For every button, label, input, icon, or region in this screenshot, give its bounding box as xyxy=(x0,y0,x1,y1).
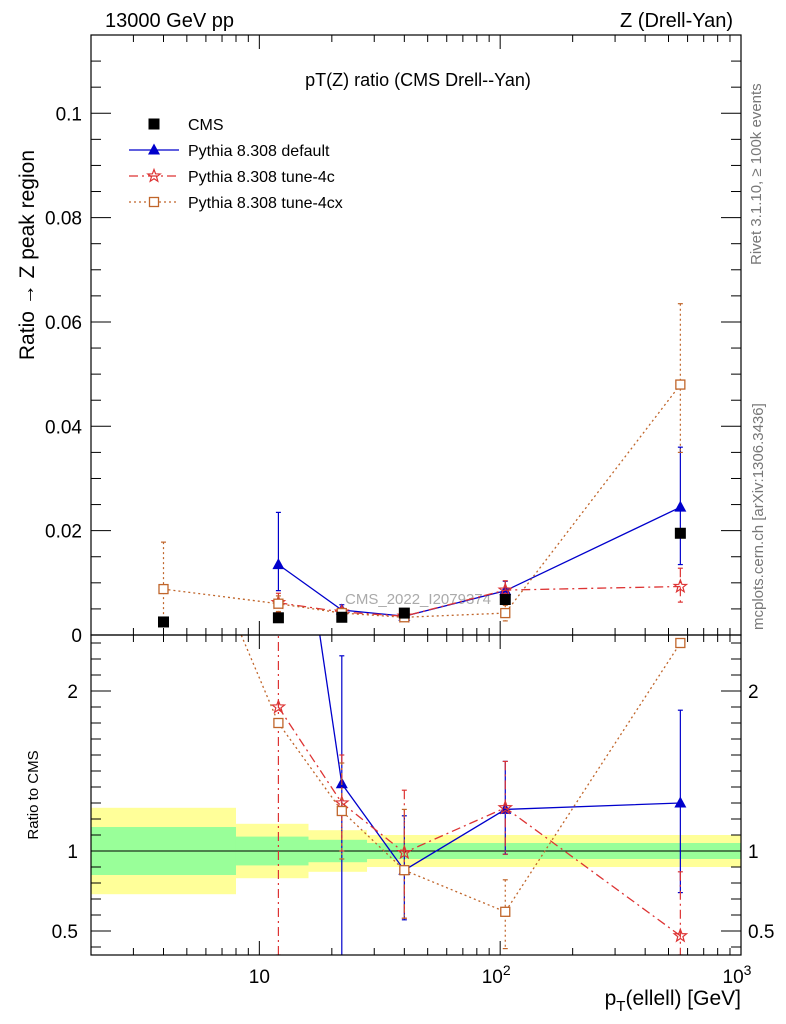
ratio-y-tick-label: 2 xyxy=(67,682,78,703)
ratio-y-tick-label-right: 1 xyxy=(748,842,759,863)
legend-item: CMS xyxy=(148,117,224,134)
series-line xyxy=(240,635,681,913)
ratio-y-tick-label-right: 0.5 xyxy=(748,922,774,943)
series-line xyxy=(163,384,681,618)
series-line xyxy=(278,585,681,617)
x-label-rest: (ellell) [GeV] xyxy=(625,987,741,1010)
data-point xyxy=(500,906,511,917)
main-y-tick-label: 0.1 xyxy=(56,104,82,125)
main-series xyxy=(157,303,689,628)
legend-label: CMS xyxy=(188,117,224,134)
header-right: Z (Drell-Yan) xyxy=(620,10,733,32)
data-point xyxy=(273,717,284,729)
data-point xyxy=(674,500,687,512)
series-ratio-pythia-8-308-default xyxy=(272,349,687,955)
data-point xyxy=(157,616,169,628)
title-main: pT(Z) ratio (CMS Drell--Yan) xyxy=(305,70,531,90)
main-y-tick-label: 0 xyxy=(71,626,82,647)
legend-label: Pythia 8.308 tune-4c xyxy=(188,169,335,186)
data-point xyxy=(674,796,687,808)
data-point xyxy=(672,578,689,594)
legend-item: Pythia 8.308 tune-4c xyxy=(129,167,335,186)
legend-marker xyxy=(148,143,160,155)
data-point xyxy=(272,349,284,360)
main-ylabel: Ratio → Z peak region xyxy=(16,150,39,360)
legend-marker xyxy=(148,196,160,208)
main-y-tick-label: 0.08 xyxy=(45,209,82,230)
data-point xyxy=(675,637,686,649)
data-point xyxy=(336,611,348,623)
ratio-y-tick-label-right: 2 xyxy=(748,682,759,703)
ratio-ylabel: Ratio to CMS xyxy=(25,750,42,839)
legend-label: Pythia 8.308 default xyxy=(188,143,330,160)
rivet-label: Rivet 3.1.10, ≥ 100k events xyxy=(748,83,765,265)
main-y-tick-label: 0.04 xyxy=(45,417,82,438)
legend-label: Pythia 8.308 tune-4cx xyxy=(188,195,343,212)
ratio-frame xyxy=(90,634,742,956)
main-y-tick-label: 0.02 xyxy=(45,522,82,543)
data-point xyxy=(399,865,410,876)
mcplots-label: mcplots.cern.ch [arXiv:1306.3436] xyxy=(750,403,767,630)
plot-frames xyxy=(90,34,742,956)
legend-item: Pythia 8.308 tune-4cx xyxy=(129,195,343,212)
data-point xyxy=(497,581,514,597)
data-point xyxy=(497,799,514,815)
series-main-pythia-8-308-tune-4cx xyxy=(158,303,686,623)
data-point xyxy=(159,447,168,456)
x-label-sub: T xyxy=(616,998,625,1015)
ratio-y-tick-label: 0.5 xyxy=(52,922,78,943)
header-left: 13000 GeV pp xyxy=(105,10,234,32)
data-point xyxy=(674,527,686,539)
legend-item: Pythia 8.308 default xyxy=(129,143,330,160)
data-point xyxy=(273,598,284,609)
x-tick-label: 103 xyxy=(723,962,752,988)
legend-marker xyxy=(146,167,162,183)
x-tick-exponent: 2 xyxy=(503,962,511,978)
data-point xyxy=(398,607,410,619)
x-tick-exponent: 3 xyxy=(744,962,752,978)
legend-marker xyxy=(148,118,160,130)
x-tick-label: 102 xyxy=(482,962,511,988)
ratio-y-tick-label: 1 xyxy=(67,842,78,863)
data-point xyxy=(672,927,689,943)
data-point xyxy=(272,558,285,570)
chart-title: pT(Z) ratio (CMS Drell--Yan) xyxy=(305,70,531,90)
data-point xyxy=(499,594,511,606)
x-axis-label: pT(ellell) [GeV] xyxy=(605,987,741,1015)
data-point xyxy=(272,612,284,624)
ratio-series xyxy=(159,349,689,955)
x-tick-base: 10 xyxy=(482,967,503,988)
data-point xyxy=(500,607,511,619)
data-point xyxy=(675,379,686,390)
data-point xyxy=(158,583,169,595)
x-tick-label: 10 xyxy=(249,967,270,988)
data-point xyxy=(336,805,347,817)
main-y-tick-label: 0.06 xyxy=(45,313,82,334)
data-point xyxy=(270,698,287,714)
data-point xyxy=(333,794,350,810)
series-main-cms xyxy=(157,527,686,628)
x-tick-base: 10 xyxy=(723,967,744,988)
series-ratio-pythia-8-308-tune-4cx xyxy=(159,447,686,950)
series-ratio-pythia-8-308-tune-4c xyxy=(270,635,689,955)
legend: CMS Pythia 8.308 default Pythia 8.308 tune… xyxy=(129,117,343,212)
